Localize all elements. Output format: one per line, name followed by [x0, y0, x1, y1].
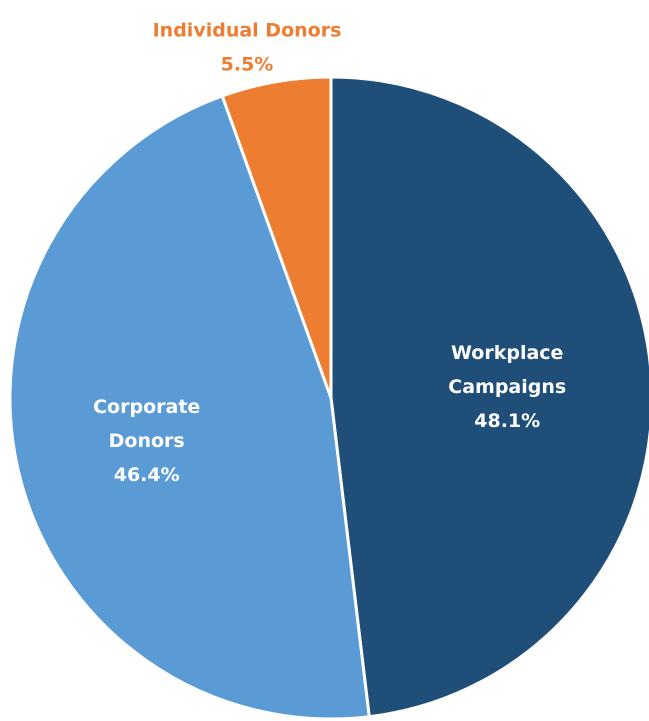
slice-name-line: Workplace: [451, 342, 563, 364]
slice-value-label: 5.5%: [221, 54, 274, 76]
slice-label-workplace-campaigns: Workplace Campaigns 48.1%: [448, 342, 566, 432]
pie-slice-corporate-donors: [8, 94, 371, 721]
slice-label-corporate-donors: Corporate Donors 46.4%: [93, 396, 200, 486]
slice-value-label: 48.1%: [474, 410, 540, 432]
pie-labels: Workplace Campaigns 48.1% Corporate Donors 46…: [93, 20, 566, 487]
pie-slice-workplace-campaigns: [329, 75, 649, 719]
slice-name-line: Corporate: [93, 396, 200, 418]
slice-label-individual-donors: Individual Donors 5.5%: [153, 20, 342, 76]
slice-name-line: Donors: [109, 430, 185, 452]
pie-slice-individual-donors: [220, 75, 333, 399]
slice-value-label: 46.4%: [114, 464, 180, 486]
pie-slices: [8, 75, 649, 721]
slice-name-line: Campaigns: [448, 376, 566, 398]
slice-name-line: Individual Donors: [153, 20, 342, 42]
